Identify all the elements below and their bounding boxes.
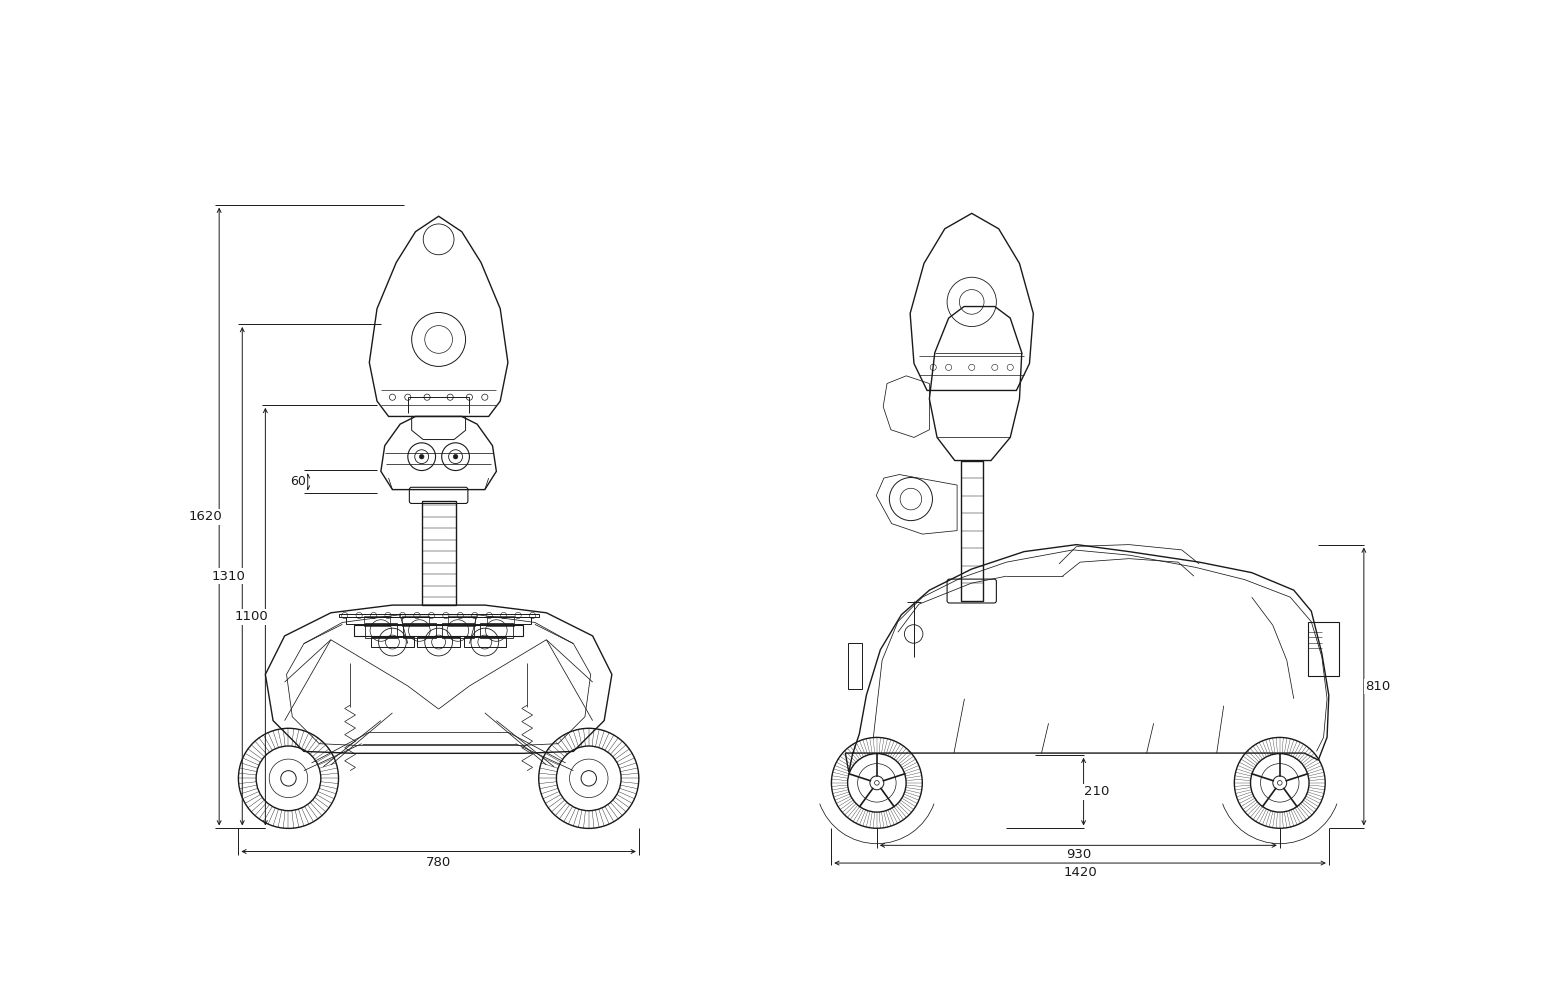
Bar	[442, 623, 474, 638]
Bar	[339, 614, 539, 617]
Bar	[486, 616, 514, 626]
Bar	[347, 617, 532, 624]
Text: 1100: 1100	[235, 610, 268, 623]
Bar	[1308, 622, 1339, 676]
Bar	[848, 643, 862, 689]
Text: 1310: 1310	[212, 570, 245, 583]
Text: 1420: 1420	[1063, 866, 1098, 879]
Bar	[354, 625, 524, 636]
Bar	[364, 616, 390, 626]
Bar	[417, 637, 459, 647]
Text: 60: 60	[290, 475, 306, 488]
Bar	[961, 461, 983, 601]
Bar	[448, 616, 475, 626]
Bar	[372, 637, 414, 647]
Text: 930: 930	[1066, 848, 1091, 861]
Text: 780: 780	[426, 856, 452, 869]
Circle shape	[453, 454, 458, 459]
Bar	[401, 616, 430, 626]
Text: 810: 810	[1366, 680, 1391, 693]
Bar	[464, 637, 506, 647]
Bar	[403, 623, 436, 638]
Circle shape	[419, 454, 423, 459]
Bar	[422, 501, 456, 605]
Text: 1620: 1620	[188, 510, 223, 523]
Text: 210: 210	[1083, 785, 1109, 798]
Bar	[480, 623, 513, 638]
Bar	[365, 623, 397, 638]
